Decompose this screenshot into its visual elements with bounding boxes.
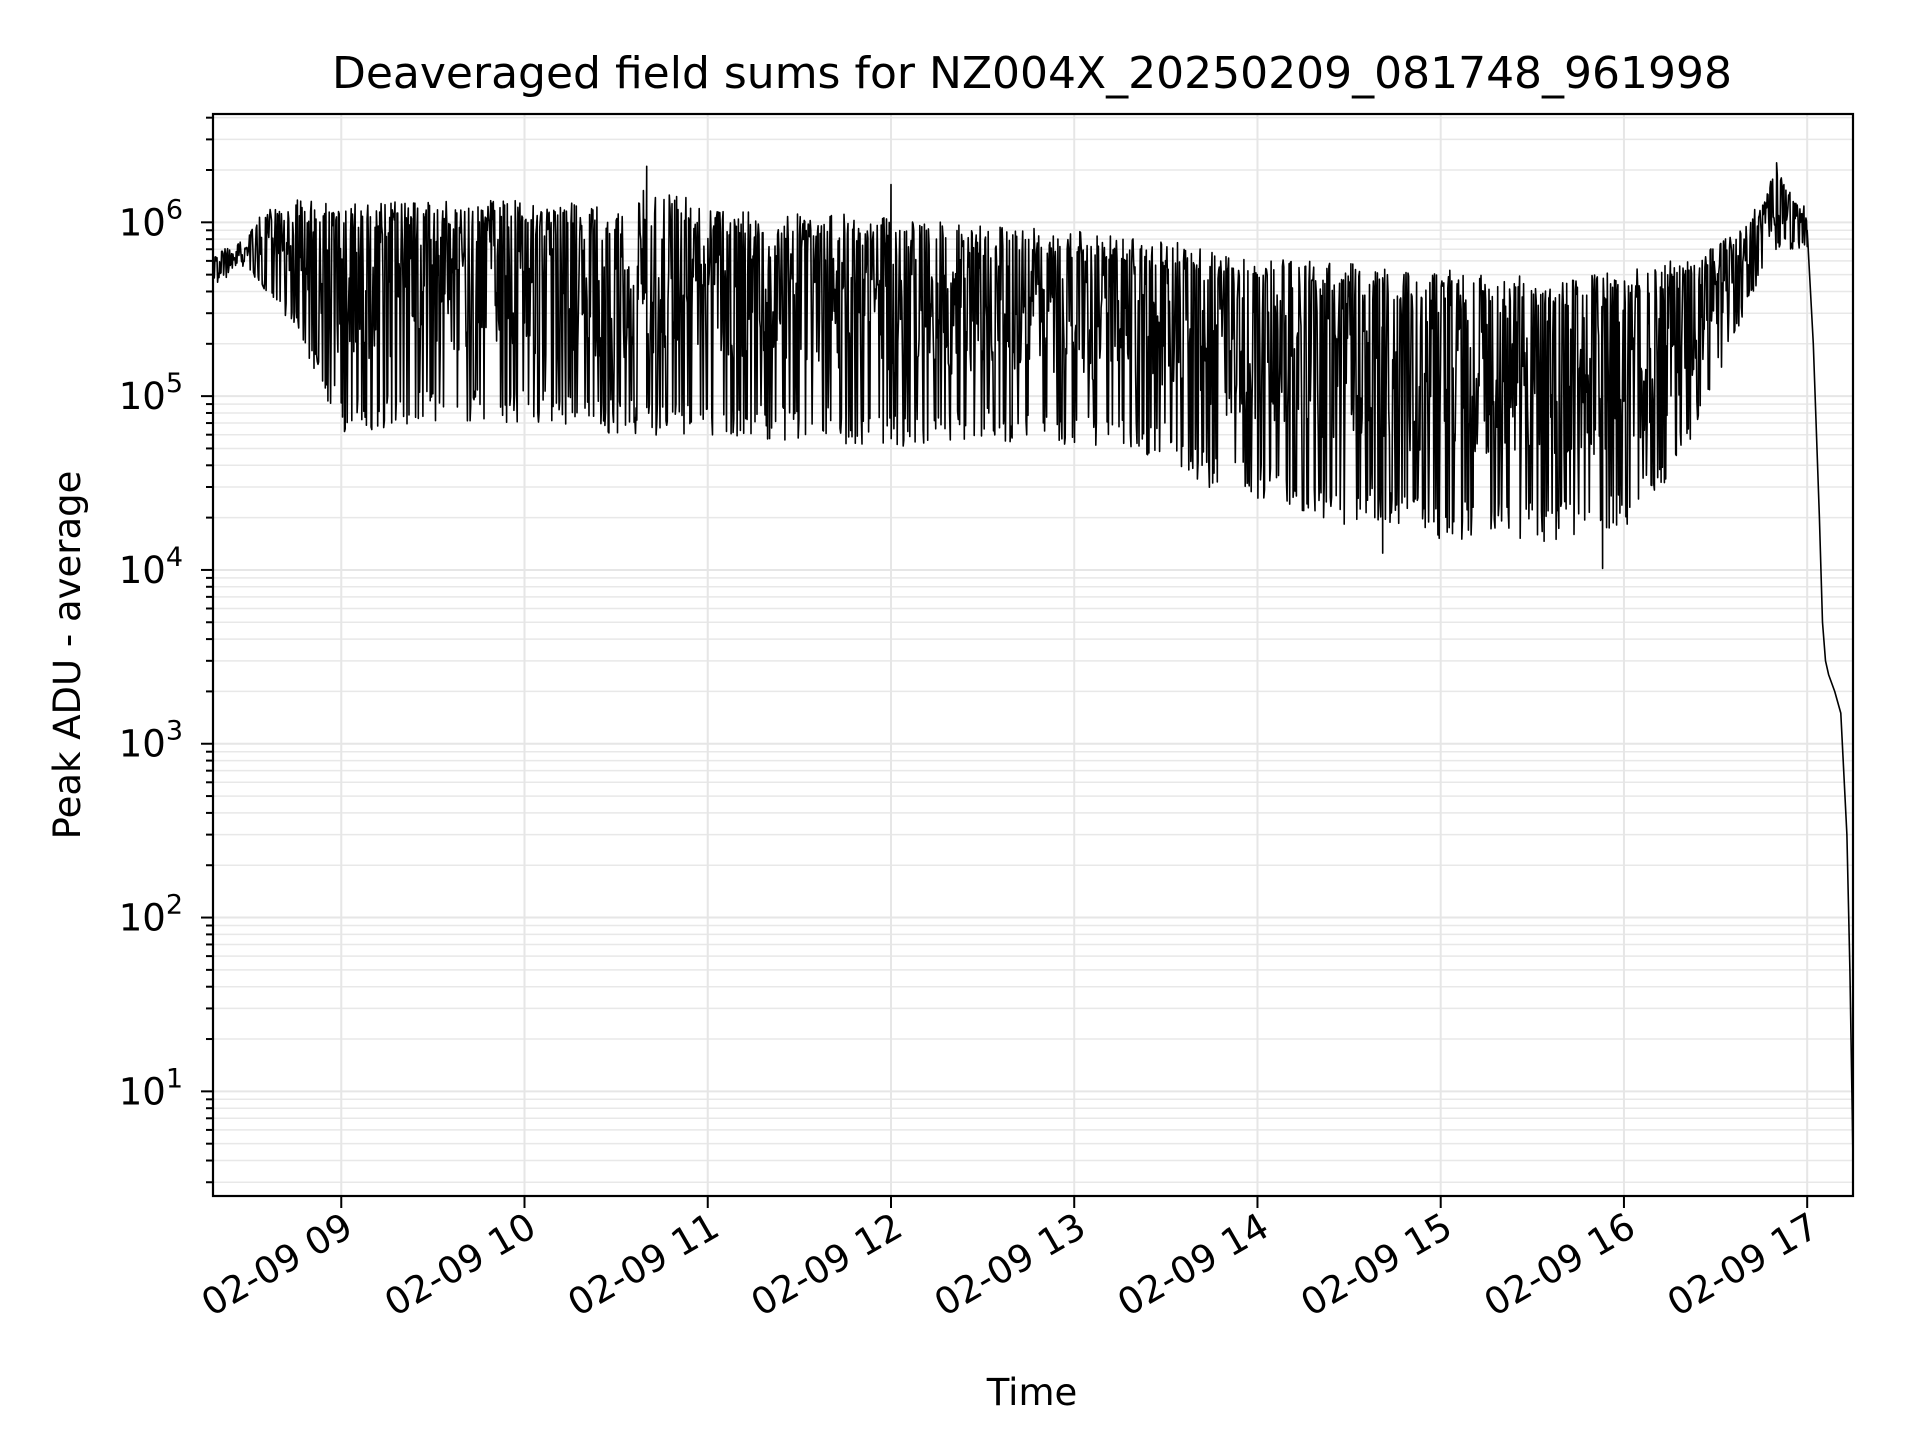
y-tick-label: 102: [119, 890, 183, 940]
x-axis-label: Time: [986, 1371, 1078, 1414]
y-tick-label: 106: [119, 194, 183, 244]
y-tick-label: 103: [119, 716, 183, 766]
chart-title: Deaveraged field sums for NZ004X_2025020…: [332, 48, 1732, 99]
plot-frame: [211, 112, 1855, 1198]
series-line: [212, 162, 1854, 1161]
series-trace: [212, 162, 1854, 1161]
y-axis-label: Peak ADU - average: [46, 471, 89, 840]
y-tick-label: 101: [119, 1063, 183, 1113]
y-tick-label: 104: [119, 542, 183, 592]
y-tick-label: 105: [119, 368, 183, 418]
